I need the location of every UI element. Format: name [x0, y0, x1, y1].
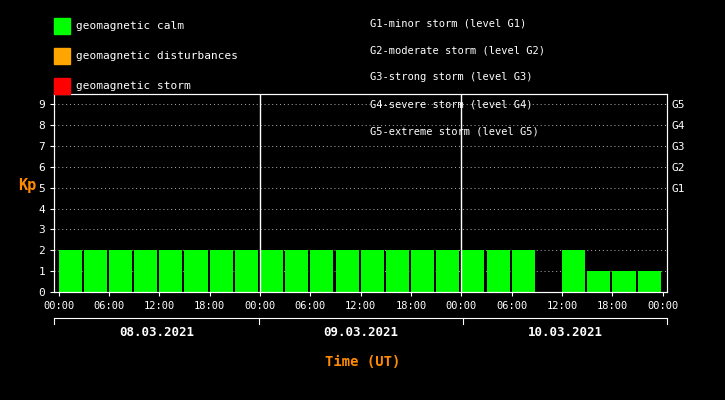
Y-axis label: Kp: Kp: [18, 178, 36, 193]
Bar: [285, 250, 308, 292]
Text: G1-minor storm (level G1): G1-minor storm (level G1): [370, 18, 526, 28]
Bar: [59, 250, 82, 292]
Text: 09.03.2021: 09.03.2021: [323, 326, 398, 338]
Bar: [184, 250, 207, 292]
Bar: [587, 271, 610, 292]
Text: Time (UT): Time (UT): [325, 355, 400, 369]
Bar: [360, 250, 384, 292]
Bar: [637, 271, 660, 292]
Bar: [613, 271, 636, 292]
Bar: [84, 250, 107, 292]
Bar: [260, 250, 283, 292]
Bar: [436, 250, 460, 292]
Bar: [486, 250, 510, 292]
Bar: [562, 250, 585, 292]
Text: geomagnetic disturbances: geomagnetic disturbances: [76, 51, 238, 61]
Bar: [310, 250, 334, 292]
Bar: [461, 250, 484, 292]
Bar: [386, 250, 409, 292]
Text: G4-severe storm (level G4): G4-severe storm (level G4): [370, 100, 532, 110]
Text: geomagnetic storm: geomagnetic storm: [76, 81, 191, 91]
Bar: [336, 250, 359, 292]
Bar: [109, 250, 132, 292]
Text: geomagnetic calm: geomagnetic calm: [76, 21, 184, 31]
Text: G3-strong storm (level G3): G3-strong storm (level G3): [370, 72, 532, 82]
Bar: [235, 250, 258, 292]
Bar: [160, 250, 183, 292]
Bar: [411, 250, 434, 292]
Bar: [134, 250, 157, 292]
Bar: [512, 250, 535, 292]
Text: G5-extreme storm (level G5): G5-extreme storm (level G5): [370, 127, 539, 137]
Bar: [210, 250, 233, 292]
Text: 08.03.2021: 08.03.2021: [119, 326, 194, 338]
Text: 10.03.2021: 10.03.2021: [527, 326, 602, 338]
Text: G2-moderate storm (level G2): G2-moderate storm (level G2): [370, 45, 544, 55]
